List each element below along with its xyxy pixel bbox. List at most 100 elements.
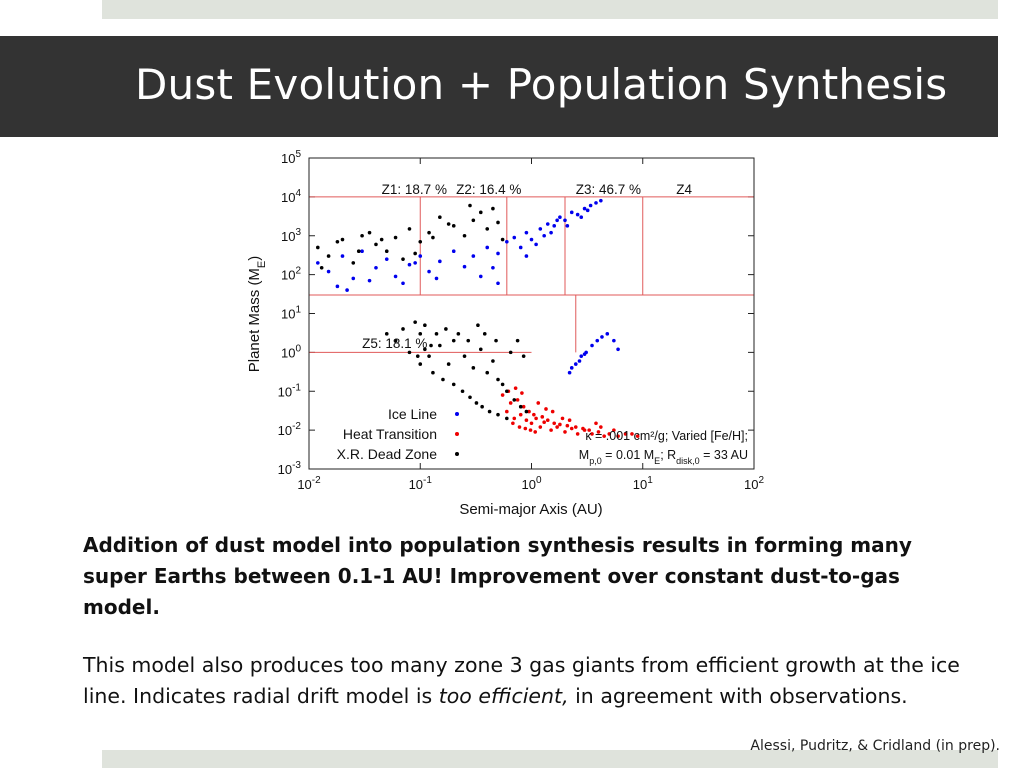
ice-line-point xyxy=(573,362,578,366)
zone-label: Z2: 16.4 % xyxy=(456,182,521,197)
annotation-line-1: κ = .001 cm²/g; Varied [Fe/H]; xyxy=(585,429,748,443)
x-r-dead-zone-point xyxy=(367,230,372,235)
heat-transition-point xyxy=(567,418,572,423)
x-r-dead-zone-point xyxy=(474,401,479,405)
x-r-dead-zone-point xyxy=(518,404,523,409)
ice-line-point xyxy=(585,208,590,213)
x-r-dead-zone-point xyxy=(423,347,427,352)
x-r-dead-zone-point xyxy=(360,233,364,238)
heat-transition-point xyxy=(569,426,574,431)
heat-transition-point xyxy=(623,432,628,436)
heat-transition-point xyxy=(563,430,567,434)
ice-line-point xyxy=(595,338,600,343)
x-r-dead-zone-point xyxy=(418,332,423,336)
heat-transition-point xyxy=(616,434,620,438)
ice-line-point xyxy=(599,198,603,203)
x-r-dead-zone-point xyxy=(456,332,461,336)
ice-line-point xyxy=(582,206,587,211)
y-tick-label: 102 xyxy=(281,266,301,283)
ice-line-point xyxy=(374,265,378,270)
ice-line-point xyxy=(567,370,572,375)
ice-line-point xyxy=(577,359,582,363)
x-r-dead-zone-point xyxy=(393,235,398,240)
x-r-dead-zone-point xyxy=(471,218,476,223)
heat-transition-point xyxy=(607,432,612,436)
ice-line-point xyxy=(563,218,567,223)
x-r-dead-zone-point xyxy=(319,265,324,270)
ice-line-point xyxy=(534,242,538,247)
heat-transition-point xyxy=(534,416,538,421)
x-r-dead-zone-point xyxy=(407,350,412,355)
ice-line-point xyxy=(549,230,553,235)
ice-line-point xyxy=(345,288,349,292)
y-tick-label: 103 xyxy=(281,227,301,244)
x-r-dead-zone-point xyxy=(482,332,487,336)
x-r-dead-zone-point xyxy=(462,354,467,358)
heat-transition-point xyxy=(602,434,606,438)
heat-transition-point xyxy=(518,412,523,417)
x-r-dead-zone-point xyxy=(505,389,509,394)
y-tick-label: 10-2 xyxy=(278,421,302,438)
zone-label: Z3: 46.7 % xyxy=(576,182,641,197)
x-r-dead-zone-point xyxy=(418,239,423,244)
x-r-dead-zone-point xyxy=(384,332,389,336)
heat-transition-point xyxy=(630,432,634,436)
heat-transition-point xyxy=(544,407,548,411)
x-r-dead-zone-point xyxy=(326,254,331,258)
ice-line-point xyxy=(542,233,546,238)
ice-line-point xyxy=(438,259,442,264)
ice-line-point xyxy=(384,257,389,261)
heat-transition-point xyxy=(529,421,534,426)
x-r-dead-zone-point xyxy=(462,233,467,238)
summary-bold-text: Addition of dust model into population s… xyxy=(83,533,912,619)
ice-line-point xyxy=(552,224,557,228)
annotation-line-2: Mp,0 = 0.01 ME; Rdisk,0 = 33 AU xyxy=(579,448,748,466)
ice-line-point xyxy=(478,274,483,279)
x-r-dead-zone-point xyxy=(491,206,495,211)
ice-line-point xyxy=(427,269,431,274)
x-r-dead-zone-point xyxy=(413,251,417,256)
ice-line-point xyxy=(594,201,598,205)
x-r-dead-zone-point xyxy=(340,237,345,242)
x-r-dead-zone-point xyxy=(487,409,492,414)
legend-marker xyxy=(455,412,459,416)
x-r-dead-zone-point xyxy=(451,338,456,343)
y-tick-label: 101 xyxy=(281,305,301,322)
x-r-dead-zone-point xyxy=(524,409,529,414)
heat-transition-point xyxy=(540,415,545,419)
legend-label: Heat Transition xyxy=(343,426,437,442)
x-axis-label: Semi-major Axis (AU) xyxy=(459,501,602,518)
heat-transition-point xyxy=(515,398,520,402)
x-r-dead-zone-point xyxy=(356,249,361,254)
legend-label: X.R. Dead Zone xyxy=(337,446,438,462)
ice-line-point xyxy=(590,343,594,348)
ice-line-point xyxy=(529,237,534,242)
x-r-dead-zone-point xyxy=(446,222,451,226)
x-r-dead-zone-point xyxy=(478,347,483,352)
body-text-start: This model also produces too many zone 3… xyxy=(83,653,960,708)
y-tick-label: 100 xyxy=(281,343,301,360)
ice-line-point xyxy=(360,249,364,254)
chart-legend: Ice Line Heat Transition X.R. Dead Zone xyxy=(337,406,459,462)
x-r-dead-zone-point xyxy=(434,332,439,336)
heat-transition-point xyxy=(536,401,541,405)
heat-transition-point xyxy=(512,416,517,421)
ice-line-point xyxy=(575,212,580,217)
summary-body-text: This model also produces too many zone 3… xyxy=(83,650,963,712)
ice-line-point xyxy=(340,254,345,258)
x-tick-label: 100 xyxy=(521,475,541,492)
ice-line-point xyxy=(524,230,529,235)
x-r-dead-zone-point xyxy=(496,412,500,417)
heat-transition-point xyxy=(505,409,509,414)
plot-frame xyxy=(308,157,755,470)
ice-line-point xyxy=(351,276,356,281)
ice-line-point xyxy=(538,227,543,231)
heat-transition-point xyxy=(558,422,562,427)
x-r-dead-zone-point xyxy=(379,237,384,242)
heat-transition-point xyxy=(573,425,578,429)
x-r-dead-zone-point xyxy=(466,338,471,343)
x-r-dead-zone-point xyxy=(423,323,427,328)
heat-transition-point xyxy=(524,418,529,423)
x-r-dead-zone-point xyxy=(521,354,526,358)
ice-line-point xyxy=(616,347,620,352)
